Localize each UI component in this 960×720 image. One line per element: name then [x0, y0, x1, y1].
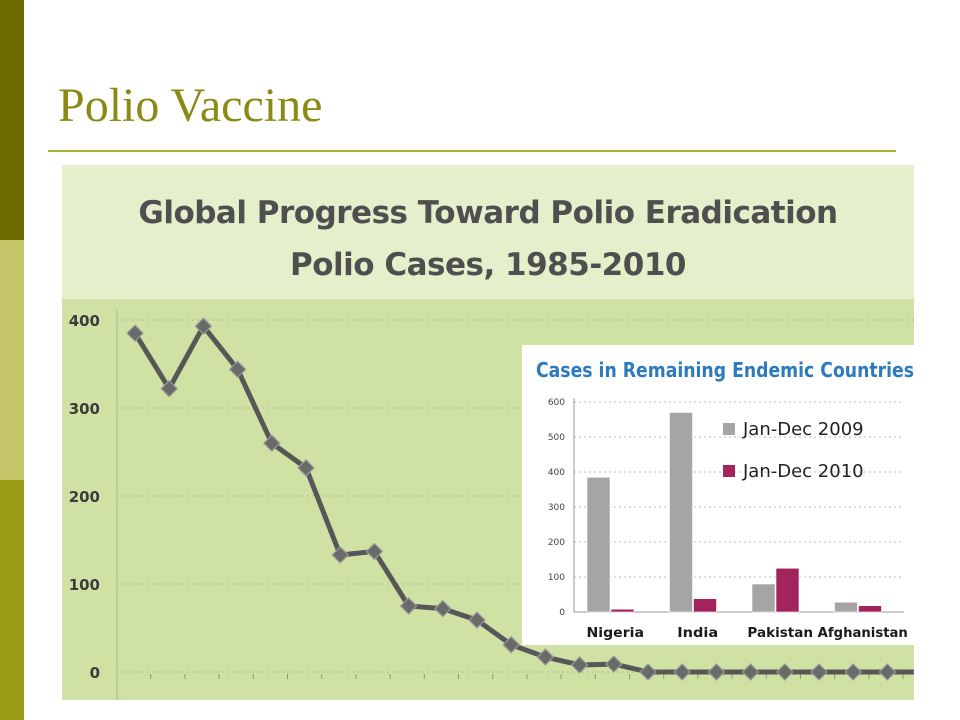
legend-label: Jan-Dec 2009 — [742, 419, 864, 440]
data-point — [194, 317, 213, 336]
y-tick-label: 100 — [69, 576, 100, 594]
inset-bar — [693, 598, 717, 613]
data-point — [810, 663, 828, 681]
inset-y-tick-label: 0 — [559, 608, 565, 618]
data-point — [878, 663, 897, 681]
inset-y-tick-label: 600 — [548, 398, 565, 408]
data-point — [536, 648, 555, 666]
accent-strip-middle — [0, 240, 24, 480]
inset-category-label: India — [677, 626, 718, 641]
inset-bar — [669, 412, 693, 613]
legend-swatch — [723, 465, 735, 477]
data-point — [160, 379, 179, 398]
inset-y-tick-label: 400 — [548, 468, 565, 478]
inset-panel — [522, 345, 914, 645]
inset-bar — [586, 476, 611, 613]
legend-label: Jan-Dec 2010 — [742, 461, 864, 482]
data-point — [331, 546, 350, 564]
data-point — [502, 635, 521, 654]
inset-y-tick-label: 300 — [548, 503, 565, 513]
y-tick-label: 0 — [90, 664, 100, 682]
data-point — [570, 656, 589, 674]
data-point — [639, 663, 657, 681]
legend-swatch — [723, 423, 735, 435]
chart-figure: Global Progress Toward Polio Eradication… — [62, 165, 914, 700]
chart-svg: 0 100 200 300 400 Cases in Remaining Endemic … — [69, 310, 914, 700]
inset-bar — [834, 601, 858, 613]
data-point — [365, 542, 384, 561]
data-point — [707, 663, 726, 681]
chart-header: Global Progress Toward Polio Eradication… — [62, 165, 914, 299]
inset-bar — [610, 608, 635, 613]
data-point — [844, 663, 863, 681]
data-point — [399, 597, 418, 615]
inset-category-label: Pakistan — [747, 626, 813, 641]
data-point — [741, 663, 760, 681]
inset-y-tick-label: 500 — [548, 433, 565, 443]
title-rule — [48, 150, 896, 152]
slide-title: Polio Vaccine — [58, 79, 323, 132]
data-point — [604, 655, 623, 673]
inset-title: Cases in Remaining Endemic Countries — [536, 358, 914, 382]
chart-title: Global Progress Toward Polio Eradication — [138, 195, 838, 231]
data-point — [297, 458, 315, 477]
data-point — [433, 599, 452, 618]
inset-bar — [858, 605, 882, 613]
data-point — [673, 663, 692, 681]
data-point — [228, 360, 247, 379]
inset-bar — [775, 567, 800, 613]
inset-category-label: Nigeria — [587, 626, 644, 641]
inset-y-tick-label: 200 — [548, 538, 565, 548]
accent-strip-bottom — [0, 480, 24, 720]
data-point — [126, 324, 144, 343]
data-point — [262, 434, 281, 453]
y-tick-label: 300 — [69, 400, 100, 418]
inset-bar — [751, 583, 776, 613]
inset-category-label: Afghanistan — [818, 626, 908, 641]
y-tick-label: 200 — [69, 488, 100, 506]
y-tick-label: 400 — [69, 312, 100, 330]
chart-subtitle: Polio Cases, 1985-2010 — [290, 247, 686, 283]
data-point — [775, 663, 794, 681]
inset-y-tick-label: 100 — [548, 573, 565, 583]
accent-strip-top — [0, 0, 24, 240]
data-point — [468, 611, 486, 629]
